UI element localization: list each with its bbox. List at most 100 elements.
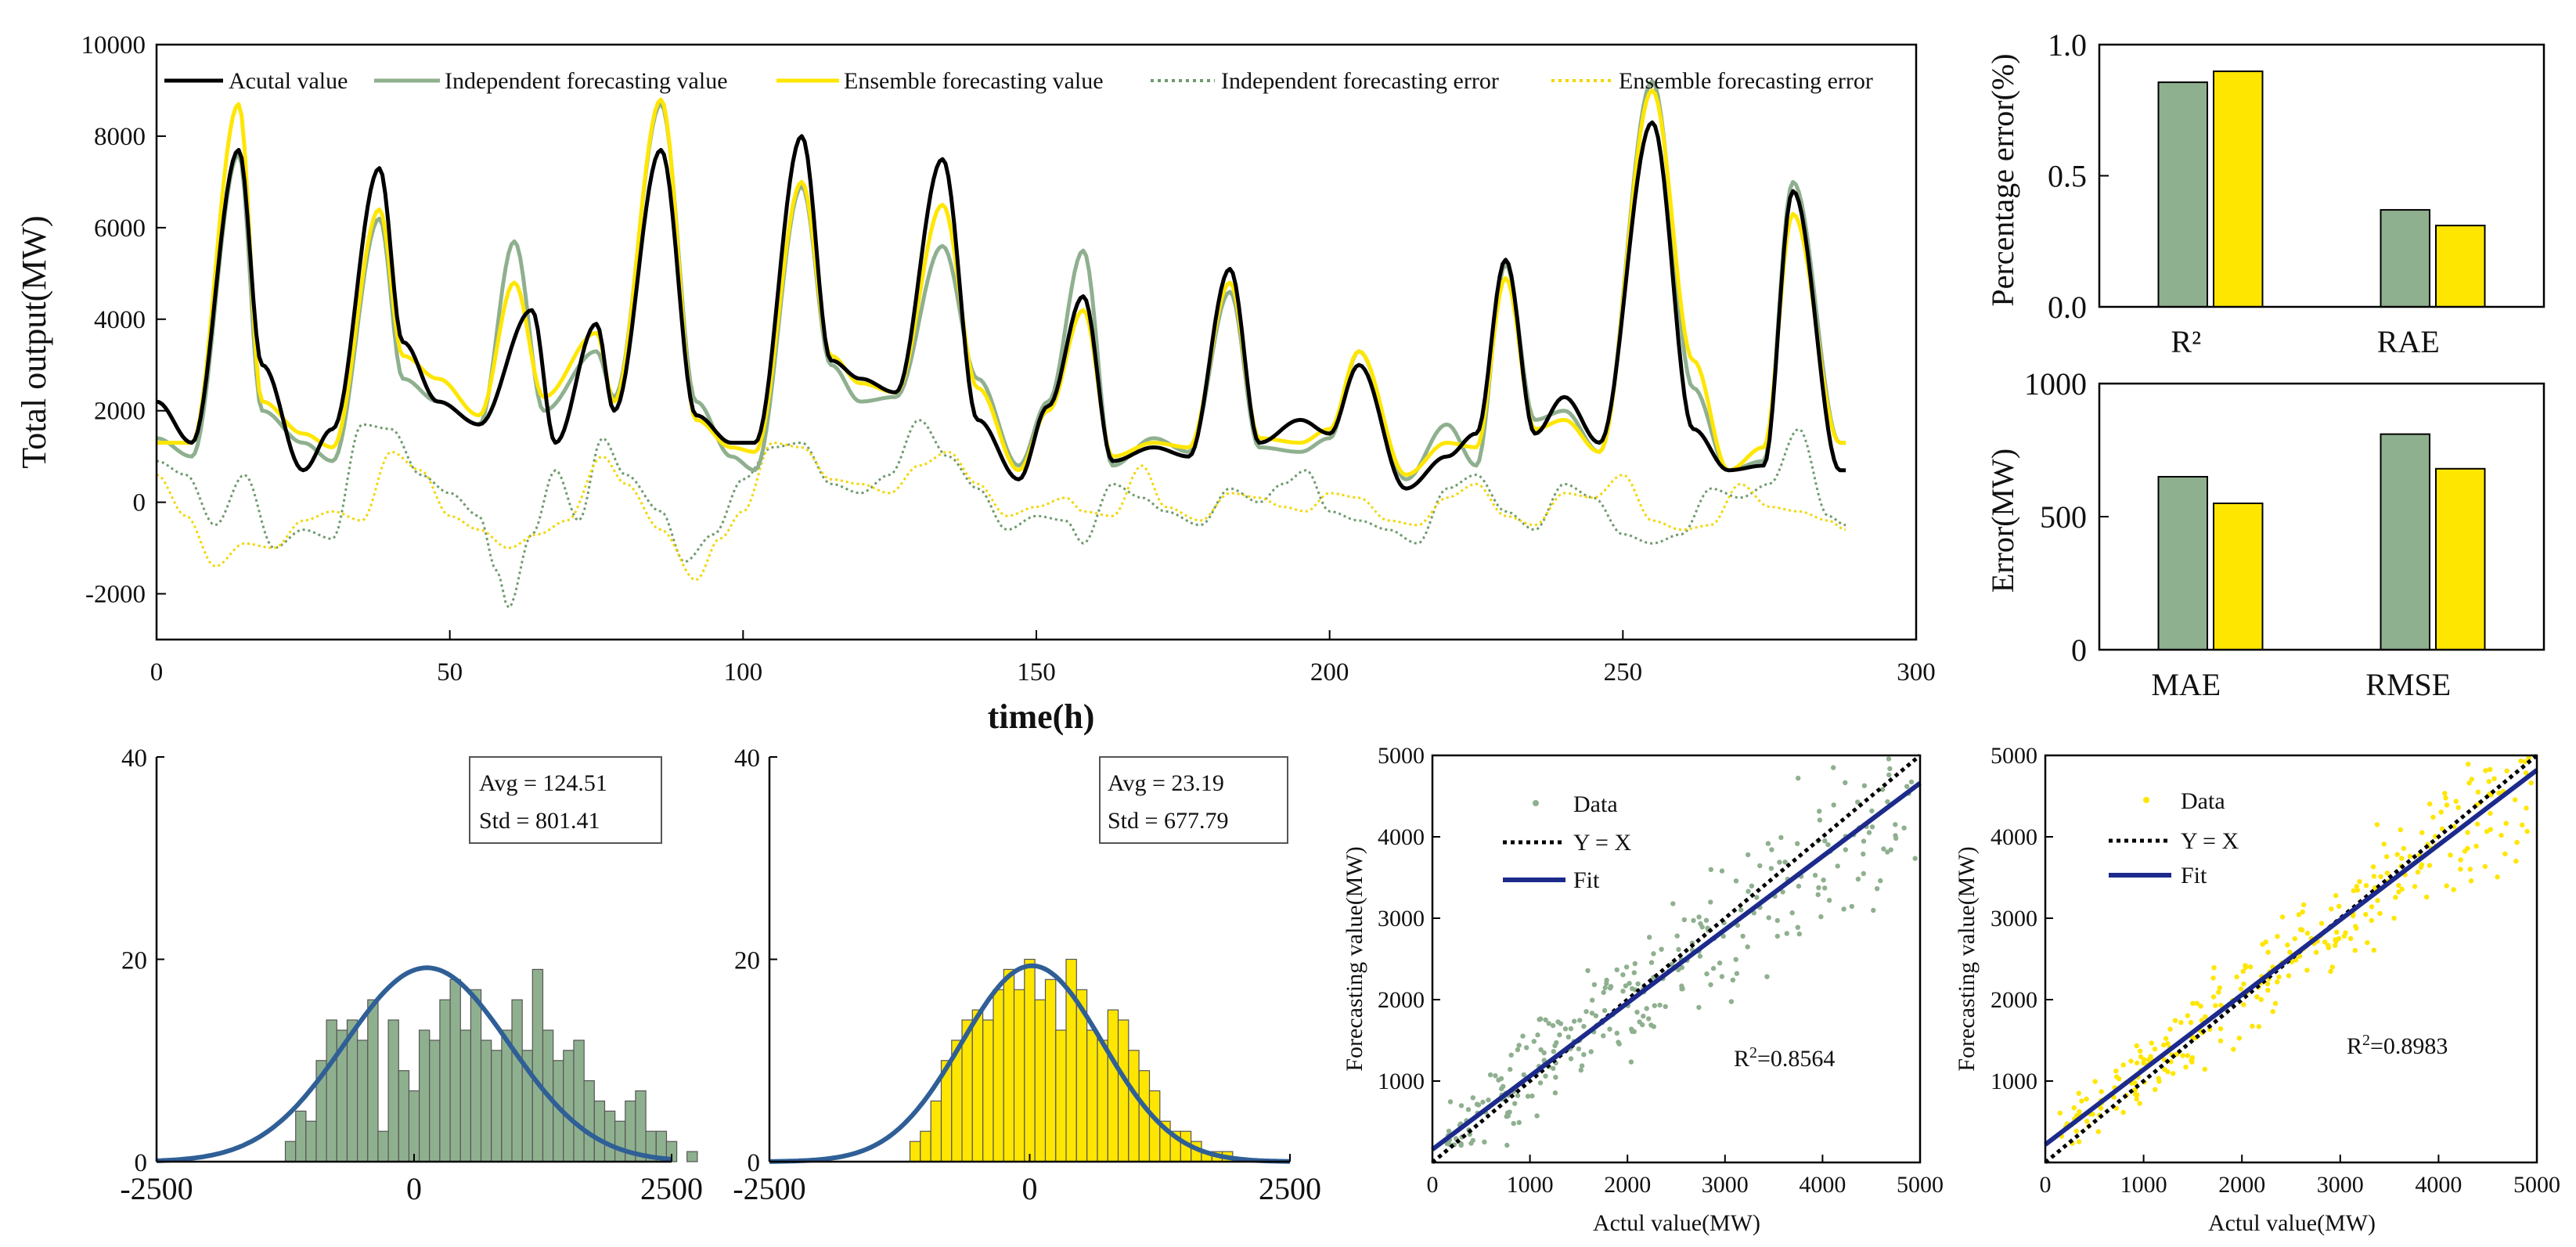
scat2-point (2329, 906, 2334, 912)
scat1-point (1521, 1072, 1527, 1078)
scat2-r2: R2=0.8983 (2347, 1032, 2448, 1059)
scat1-point (1623, 964, 1630, 970)
scat1-point (1843, 780, 1848, 785)
scat2-point (2138, 1048, 2143, 1054)
scat2-ticks: 0 1000 2000 3000 4000 5000 1000 2000 3000 4000 500… (1991, 743, 2560, 1198)
scat1-point (1733, 957, 1738, 962)
scat1-point (1538, 1016, 1544, 1022)
scat1-point (1745, 944, 1750, 950)
scat2-point (2427, 801, 2433, 807)
scat1-point (1543, 1017, 1548, 1023)
scat1-point (1604, 977, 1609, 983)
scat2-point (2353, 924, 2358, 929)
hist1-normal-curve (156, 965, 672, 1163)
scat1-point (1577, 1018, 1583, 1023)
scat1-point (1565, 1034, 1572, 1040)
hist1-bin (480, 1040, 492, 1162)
scat1-point (1614, 967, 1619, 973)
scat1-point (1888, 847, 1893, 852)
scat2-point (2218, 1038, 2224, 1043)
scat2-point (2180, 1053, 2185, 1058)
scat2-point (2304, 931, 2311, 936)
hist1-bin (491, 1050, 503, 1162)
scat1-xtick-label: 5000 (1897, 1172, 1944, 1198)
hist2-ytick-label: 40 (734, 744, 760, 773)
hist1-bin (563, 1050, 575, 1162)
hist1-bin (439, 999, 451, 1162)
main-ticks: 0 50 100 150 200 250 300 -2000 0 2000 4000 6000 8000… (81, 31, 1936, 687)
hist2-ytick-label: 20 (734, 947, 760, 975)
series-ensemble-line (157, 88, 1846, 477)
scat1-point (1535, 1032, 1540, 1038)
scat1-point (1874, 886, 1880, 892)
scat2-point (2238, 986, 2244, 992)
err-ytick-label: 1000 (2024, 366, 2087, 402)
scat2-point (2077, 1109, 2082, 1115)
scat2-point (2496, 790, 2502, 796)
scat1-point (1866, 830, 1872, 835)
scat1-point (1676, 946, 1681, 953)
scat2-point (2438, 809, 2444, 815)
scat2-point (2279, 914, 2286, 920)
scat2-point (2473, 843, 2479, 849)
scat1-point (1871, 907, 1876, 914)
scat1-point (1749, 883, 1755, 889)
main-xtick-label: 300 (1897, 658, 1936, 687)
scat2-point (2322, 939, 2328, 945)
scat2-point (2407, 853, 2413, 860)
scat1-point (1470, 1095, 1476, 1101)
scat2-point (2256, 1024, 2262, 1029)
hist2-bin (1117, 1019, 1129, 1162)
scat1-point (1589, 1011, 1595, 1016)
scat1-point (1546, 1021, 1551, 1026)
scat2-point (2430, 814, 2436, 820)
scat2-point (2526, 755, 2531, 761)
hist2-bin (1055, 1029, 1067, 1162)
scat2-point (2465, 830, 2470, 835)
scat1-point (1717, 960, 1723, 966)
scat1-point (1710, 965, 1717, 971)
scat2-point (2134, 1096, 2139, 1102)
legend-ensemble-error: Ensemble forecasting error (1619, 68, 1873, 94)
scat1-point (1796, 883, 1802, 889)
main-xtick-label: 100 (724, 658, 763, 687)
scat2-point (2188, 1020, 2194, 1025)
hist1-bin (367, 999, 379, 1162)
scat2-point (2524, 828, 2530, 834)
hist2-bin (1034, 999, 1047, 1162)
scat1-point (1651, 951, 1656, 957)
scat2-point (2444, 883, 2449, 888)
scat1-point (1458, 1141, 1464, 1147)
scat1-point (1887, 766, 1893, 772)
hist1-ytick-label: 20 (121, 947, 147, 975)
hist1-bin (511, 999, 523, 1162)
scat1-point (1620, 972, 1626, 978)
scat1-point (1861, 838, 1867, 844)
scat1-point (1607, 1026, 1612, 1032)
pct-bar-1-0 (2213, 70, 2264, 308)
scat1-point (1578, 1067, 1584, 1073)
scat1-point (1699, 924, 1705, 930)
scat1-legend-data: Data (1573, 791, 1618, 817)
scat2-point (2297, 953, 2303, 959)
legend-independent-error: Independent forecasting error (1221, 68, 1499, 94)
main-ytick-label: -2000 (85, 581, 146, 609)
scat2-point (2384, 854, 2390, 860)
scat2-point (2292, 936, 2297, 942)
scat2-fit-line (2044, 768, 2538, 1147)
scat1-point (1733, 878, 1739, 884)
scat1-point (1616, 1040, 1621, 1045)
scat1-point (1538, 1047, 1544, 1053)
err-bars (2157, 433, 2486, 651)
scat2-point (2270, 1009, 2275, 1015)
hist1-bin (284, 1141, 297, 1162)
scat2-xlabel: Actul value(MW) (2208, 1210, 2376, 1236)
scat2-point (2520, 822, 2525, 828)
scat1-point (1623, 983, 1629, 989)
scat2-point (2398, 827, 2403, 833)
scat2-point (2318, 921, 2325, 926)
scat1-point (1680, 986, 1685, 992)
hist1-bin (686, 1151, 698, 1162)
scat1-point (1635, 981, 1641, 987)
